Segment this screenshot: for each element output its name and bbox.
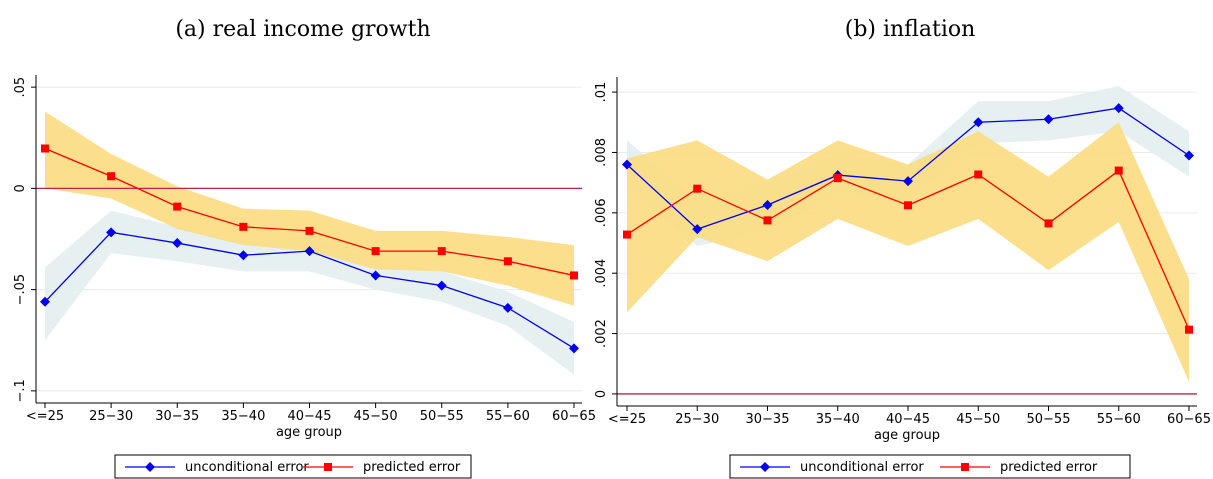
- marker: [623, 230, 631, 239]
- x-tick-label: 35−40: [816, 412, 860, 427]
- y-tick-label: .05: [13, 77, 28, 98]
- marker: [763, 216, 772, 225]
- marker: [961, 463, 969, 471]
- marker: [1043, 114, 1054, 125]
- marker: [145, 462, 155, 472]
- chart: (b) inflation 0 .002 .004 .006 .008 .01 <=25 25−…: [594, 17, 1211, 479]
- x-tick-label: 50−55: [1027, 412, 1071, 427]
- legend: [114, 454, 472, 479]
- y-tick-label: 0: [13, 184, 28, 192]
- x-tick-label: 25−30: [675, 412, 719, 427]
- y-tick-label: .002: [594, 319, 609, 348]
- confidence-band: [627, 122, 1189, 382]
- x-tick-label: 40−45: [886, 412, 930, 427]
- marker: [106, 227, 117, 238]
- chart: (a) real income growth −.1 −.05 0 .05 <=25 25−…: [13, 17, 596, 479]
- x-tick-label: 30−35: [746, 412, 790, 427]
- x-tick-label: 25−30: [89, 409, 133, 424]
- marker: [622, 159, 632, 170]
- x-tick-label: 60−65: [1167, 412, 1211, 427]
- marker: [973, 117, 984, 128]
- marker: [903, 176, 913, 187]
- marker: [304, 246, 315, 257]
- x-tick-label: 60−65: [552, 409, 596, 424]
- y-tick-label: .01: [594, 82, 609, 103]
- marker: [1184, 150, 1194, 161]
- x-tick-label: 30−35: [155, 409, 199, 424]
- legend-label: unconditional error: [185, 460, 309, 475]
- marker: [693, 184, 702, 193]
- marker: [570, 271, 578, 280]
- marker: [1114, 166, 1123, 175]
- marker: [502, 302, 513, 313]
- marker: [172, 238, 183, 249]
- x-tick-label: 45−50: [354, 409, 398, 424]
- legend: [729, 454, 1131, 479]
- x-tick-label: 45−50: [956, 412, 1000, 427]
- x-tick-label: 55−60: [1097, 412, 1141, 427]
- marker: [833, 174, 842, 183]
- x-tick-label: 35−40: [221, 409, 265, 424]
- chart-title: (a) real income growth: [175, 17, 430, 42]
- marker: [436, 280, 447, 291]
- marker: [974, 170, 983, 179]
- legend-label: predicted error: [1000, 460, 1098, 475]
- y-tick-label: −.1: [13, 379, 28, 402]
- x-tick-label: <=25: [608, 412, 646, 427]
- marker: [1044, 219, 1053, 228]
- marker: [238, 250, 249, 261]
- marker: [239, 222, 248, 231]
- marker: [762, 199, 773, 210]
- x-tick-label: 55−60: [486, 409, 530, 424]
- legend-label: predicted error: [363, 460, 461, 475]
- x-tick-label: 40−45: [288, 409, 332, 424]
- marker: [760, 462, 770, 472]
- x-axis-label: age group: [874, 428, 940, 443]
- marker: [173, 202, 182, 211]
- confidence-band: [45, 111, 574, 306]
- x-tick-label: 50−55: [420, 409, 464, 424]
- marker: [371, 247, 380, 256]
- marker: [692, 224, 703, 235]
- marker: [569, 343, 579, 354]
- marker: [305, 226, 314, 235]
- marker: [41, 144, 49, 153]
- marker: [1113, 103, 1124, 114]
- marker: [503, 257, 512, 266]
- marker: [1185, 325, 1193, 334]
- marker: [324, 463, 332, 471]
- marker: [107, 172, 116, 181]
- confidence-band: [45, 210, 574, 375]
- y-tick-label: .004: [594, 259, 609, 288]
- legend-label: unconditional error: [800, 460, 924, 475]
- marker: [370, 270, 381, 281]
- marker: [40, 296, 50, 307]
- y-tick-label: 0: [594, 390, 609, 398]
- y-tick-label: .008: [594, 138, 609, 167]
- y-tick-label: −.05: [13, 274, 28, 306]
- x-tick-label: <=25: [26, 409, 64, 424]
- chart-title: (b) inflation: [845, 17, 976, 42]
- x-axis-label: age group: [276, 425, 342, 440]
- y-tick-label: .006: [594, 198, 609, 227]
- marker: [437, 247, 446, 256]
- marker: [904, 201, 912, 210]
